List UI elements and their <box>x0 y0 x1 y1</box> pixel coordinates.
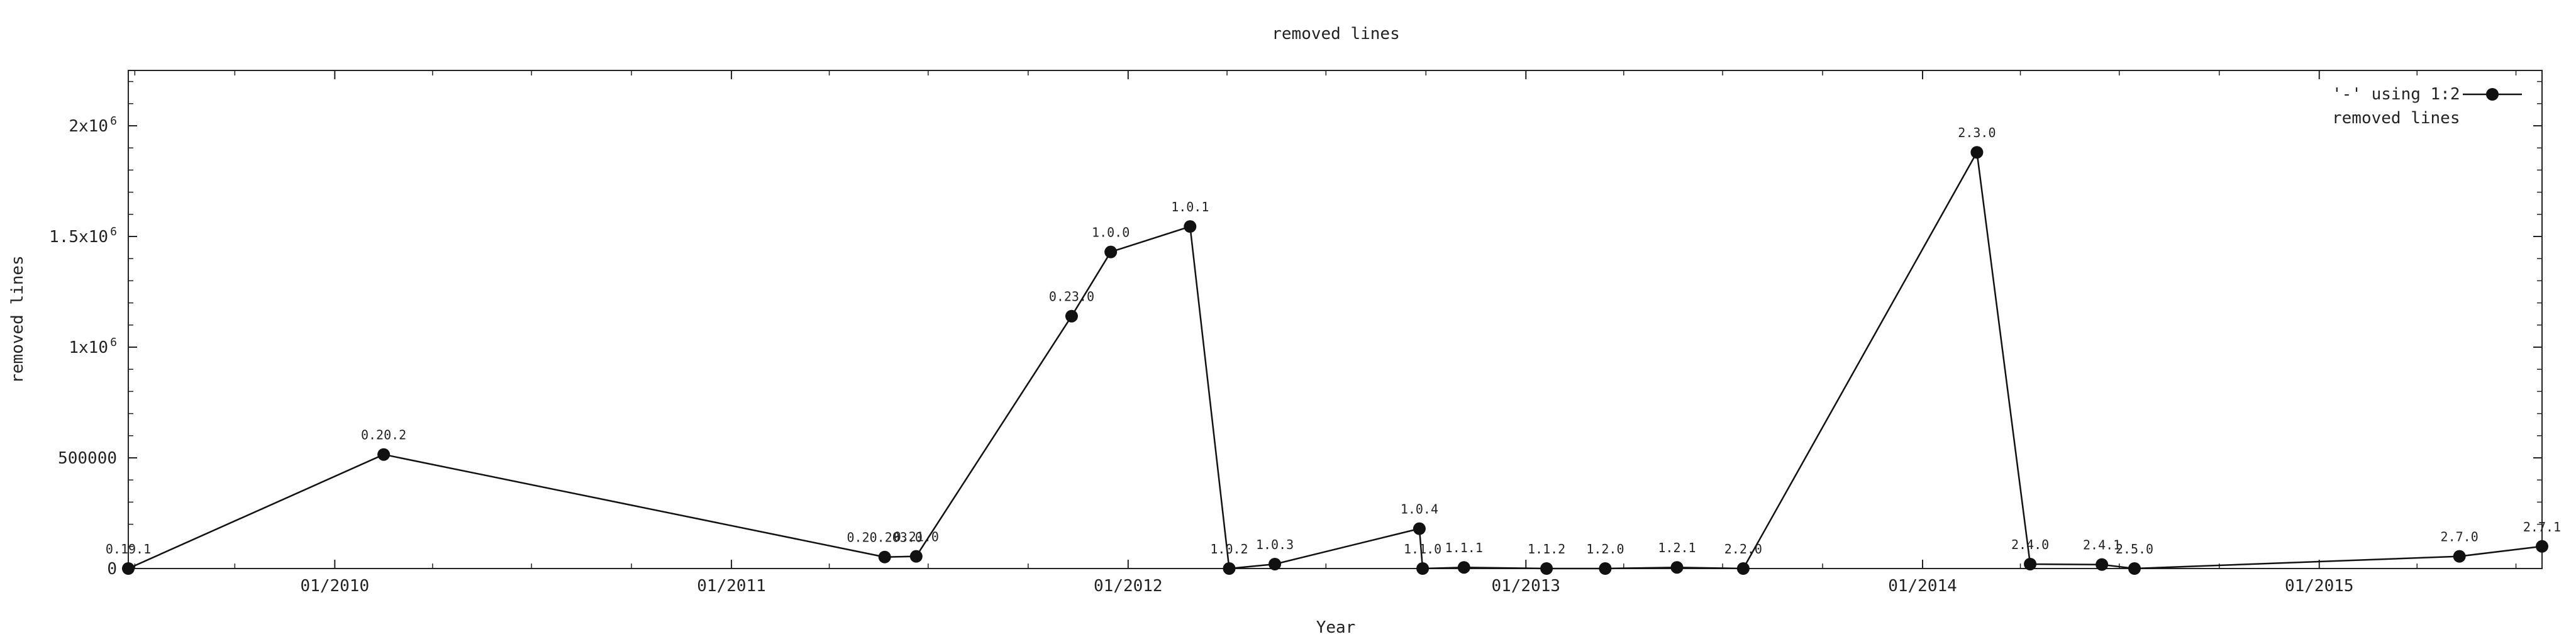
data-point <box>2096 558 2109 571</box>
y-tick-exponent: 6 <box>110 336 117 349</box>
data-point-label: 2.4.0 <box>2011 537 2049 552</box>
data-point <box>1457 561 1470 574</box>
y-tick-label: 1.5x10 <box>49 228 108 247</box>
data-point <box>122 562 135 575</box>
data-point <box>1269 557 1282 570</box>
x-tick-label: 01/2012 <box>1094 577 1163 596</box>
data-point <box>2128 562 2141 575</box>
data-point <box>377 448 391 461</box>
data-point-label: 0.19.1 <box>106 541 151 557</box>
data-point-label: 0.20.203.0 <box>847 530 923 545</box>
data-point <box>909 550 923 563</box>
data-point-label: 1.0.0 <box>1092 225 1130 240</box>
data-point-label: 1.0.3 <box>1256 537 1294 552</box>
data-point <box>1540 562 1553 575</box>
x-tick-label: 01/2014 <box>1888 577 1957 596</box>
plot-frame <box>128 70 2543 569</box>
data-point-label: 2.7.1 <box>2523 519 2561 535</box>
data-point <box>2536 540 2548 553</box>
y-tick-label-group: 1.5x10 6 <box>49 225 117 247</box>
data-point-label: 0.20.2 <box>361 428 406 443</box>
data-point-label: 0.23.0 <box>1049 289 1094 304</box>
x-tick-label: 01/2015 <box>2285 577 2354 596</box>
data-point-label: 2.5.0 <box>2116 541 2153 557</box>
y-tick-label-group: 2x10 6 <box>69 114 117 136</box>
data-point <box>878 550 891 564</box>
data-point-label: 1.1.2 <box>1528 541 1565 557</box>
data-point <box>1670 561 1684 574</box>
y-tick-label-group: 1x10 6 <box>69 336 117 357</box>
data-point <box>1413 522 1426 535</box>
y-tick-exponent: 6 <box>110 225 117 238</box>
y-tick-label: 1x10 <box>69 338 108 357</box>
x-tick-label: 01/2010 <box>301 577 370 596</box>
legend: '-' using 1:2 removed lines <box>2332 85 2522 128</box>
data-point-label: 1.2.0 <box>1586 541 1624 557</box>
data-point <box>1416 562 1430 575</box>
data-point <box>1736 562 1750 575</box>
data-point <box>2024 557 2037 570</box>
legend-swatch-marker <box>2486 88 2499 101</box>
series-line <box>128 150 2543 570</box>
y-tick-label: 0 <box>107 560 117 579</box>
data-point-label: 0.21.0 <box>894 530 939 545</box>
data-point <box>1970 146 1984 159</box>
legend-line-1: '-' using 1:2 <box>2332 85 2460 104</box>
data-point-label: 2.7.0 <box>2441 530 2479 545</box>
data-point-label: 1.1.0 <box>1404 541 1441 557</box>
data-point <box>1065 309 1078 323</box>
axis-ticks: 01/2010 01/2011 01/2012 01/2013 01/2014 01/20… <box>49 70 2542 596</box>
y-tick-label: 2x10 <box>69 117 108 136</box>
data-point <box>1104 245 1118 258</box>
data-point-label: 2.3.0 <box>1958 125 1996 140</box>
legend-line-2: removed lines <box>2332 109 2460 128</box>
x-tick-label: 01/2013 <box>1491 577 1560 596</box>
data-point <box>2453 550 2466 563</box>
x-tick-label: 01/2011 <box>697 577 766 596</box>
y-tick-exponent: 6 <box>110 114 117 128</box>
data-point-label: 2.2.0 <box>1724 541 1762 557</box>
x-axis-label: Year <box>1316 618 1356 637</box>
data-point <box>1223 562 1236 575</box>
data-point-label: 1.0.2 <box>1210 541 1248 557</box>
data-point-label: 1.2.1 <box>1658 540 1696 555</box>
chart-title: removed lines <box>1272 25 1400 43</box>
data-series: 0.19.1 0.20.2 0.20.203.00.21.0 0.23.0 1.0.0 1… <box>106 125 2561 575</box>
y-axis-label: removed lines <box>8 255 27 384</box>
data-point <box>1599 562 1612 575</box>
data-point-label: 2.4.1 <box>2083 538 2121 553</box>
data-point-label: 1.0.1 <box>1171 199 1209 214</box>
y-tick-label: 500000 <box>58 449 117 468</box>
data-point-label: 1.0.4 <box>1401 502 1438 517</box>
data-point <box>1184 220 1197 233</box>
data-point-label: 1.1.1 <box>1445 540 1483 555</box>
